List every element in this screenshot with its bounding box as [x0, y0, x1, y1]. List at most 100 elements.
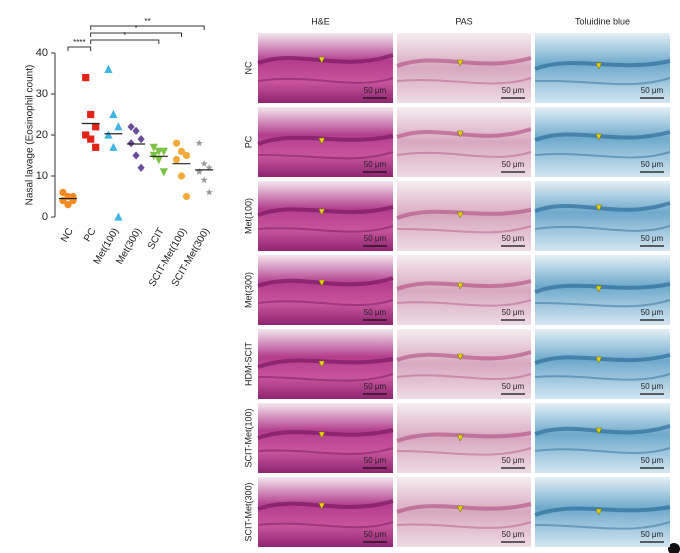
micrograph	[397, 329, 531, 399]
tissue-layer	[257, 225, 394, 233]
data-point	[109, 109, 118, 119]
scale-bar-label: 50 μm	[641, 308, 664, 317]
tissue-layer	[257, 77, 394, 84]
data-point	[82, 131, 90, 139]
data-point	[92, 143, 100, 151]
data-point	[104, 130, 113, 139]
data-point	[172, 156, 181, 164]
tissue-layer	[396, 151, 532, 158]
data-point	[195, 139, 203, 147]
arrow-marker	[595, 427, 603, 435]
significance-bracket	[90, 32, 182, 37]
micrograph	[397, 107, 531, 177]
data-point	[82, 74, 90, 82]
micrograph	[258, 477, 393, 547]
arrow-marker	[456, 282, 464, 290]
data-point	[159, 168, 168, 177]
arrow-marker	[318, 431, 326, 439]
data-point	[200, 176, 208, 184]
data-point	[205, 164, 213, 171]
data-point	[149, 143, 158, 152]
significance-label: *	[123, 31, 126, 40]
data-point	[205, 188, 213, 196]
column-header: H&E	[311, 16, 330, 26]
micrograph	[397, 477, 531, 547]
arrow-marker	[595, 508, 603, 516]
scale-bar-label: 50 μm	[502, 308, 525, 317]
arrow-marker	[318, 502, 326, 510]
data-point	[172, 139, 181, 147]
scale-bar-label: 50 μm	[502, 382, 525, 391]
micrograph	[535, 477, 670, 547]
scale-bar-label: 50 μm	[502, 456, 525, 465]
y-axis-label: Nasal lavage (Eosinophil count)	[25, 65, 36, 206]
arrow-marker	[456, 434, 464, 442]
data-point	[177, 172, 186, 180]
micrograph	[258, 403, 393, 473]
data-point	[200, 159, 208, 167]
data-point	[87, 110, 95, 119]
significance-label: *	[135, 24, 138, 33]
tissue-layer	[257, 151, 394, 160]
tissue-layer	[396, 225, 532, 234]
x-tick-label: NC	[59, 226, 76, 244]
data-point	[64, 201, 72, 209]
scale-bar-label: 50 μm	[364, 234, 387, 243]
scale-bar-label: 50 μm	[641, 160, 664, 169]
data-point	[132, 126, 140, 135]
y-tick-label: 10	[36, 170, 48, 182]
data-point	[177, 147, 186, 155]
micrograph	[397, 403, 531, 473]
tissue-layer	[257, 447, 394, 455]
data-point	[92, 123, 100, 131]
arrow-marker	[456, 353, 464, 361]
tissue-layer	[257, 373, 394, 382]
data-point	[114, 122, 123, 131]
x-tick-label: PC	[82, 226, 98, 244]
significance-label: **	[144, 17, 150, 26]
scale-bar-label: 50 μm	[364, 382, 387, 391]
data-point	[182, 192, 191, 201]
significance-label: ****	[73, 38, 85, 47]
column-header: Toluidine blue	[575, 16, 630, 26]
data-point	[154, 156, 163, 165]
scale-bar-label: 50 μm	[364, 160, 387, 169]
scale-bar-label: 50 μm	[502, 234, 525, 243]
arrow-marker	[595, 62, 603, 70]
tissue-layer	[534, 447, 671, 454]
y-tick-label: 40	[36, 47, 48, 59]
data-point	[195, 168, 203, 175]
tissue-layer	[396, 373, 532, 380]
arrow-marker	[318, 279, 326, 287]
row-label: SCIT-Met(300)	[243, 482, 253, 541]
micrograph	[258, 107, 393, 177]
data-point	[127, 122, 135, 131]
arrow-marker	[456, 59, 464, 67]
micrograph	[258, 255, 393, 325]
micrograph	[397, 33, 531, 103]
scale-bar-label: 50 μm	[364, 308, 387, 317]
data-point	[137, 163, 145, 172]
data-point	[109, 142, 118, 151]
data-point	[182, 151, 191, 160]
arrow-marker	[456, 211, 464, 219]
scale-bar-label: 50 μm	[502, 530, 525, 539]
arrow-marker	[595, 356, 603, 364]
row-label: Met(100)	[243, 198, 253, 234]
scale-bar-label: 50 μm	[364, 86, 387, 95]
micrograph	[535, 33, 670, 103]
row-label: PC	[243, 135, 253, 148]
arrow-marker	[318, 137, 326, 145]
row-label: HDM-SCIT	[243, 342, 253, 386]
data-point	[159, 147, 168, 156]
data-point	[114, 212, 123, 221]
scale-bar-label: 50 μm	[502, 160, 525, 169]
scale-bar-label: 50 μm	[364, 456, 387, 465]
tissue-layer	[257, 521, 394, 529]
micrograph	[397, 255, 531, 325]
significance-bracket	[90, 39, 160, 44]
significance-bracket	[67, 46, 92, 51]
tissue-layer	[396, 447, 532, 456]
arrow-marker	[595, 133, 603, 141]
